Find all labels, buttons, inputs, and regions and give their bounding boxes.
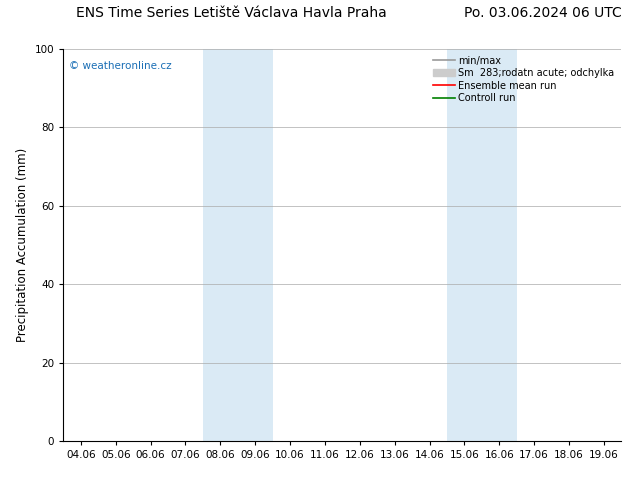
Legend: min/max, Sm  283;rodatn acute; odchylka, Ensemble mean run, Controll run: min/max, Sm 283;rodatn acute; odchylka, … (431, 54, 616, 105)
Y-axis label: Precipitation Accumulation (mm): Precipitation Accumulation (mm) (16, 148, 29, 342)
Text: © weatheronline.cz: © weatheronline.cz (69, 61, 172, 71)
Text: Po. 03.06.2024 06 UTC: Po. 03.06.2024 06 UTC (463, 5, 621, 20)
Bar (203, 49, 238, 441)
Text: ENS Time Series Letiště Václava Havla Praha: ENS Time Series Letiště Václava Havla Pr… (76, 5, 387, 20)
Bar (482, 49, 517, 441)
Bar (447, 49, 482, 441)
Bar (238, 49, 273, 441)
